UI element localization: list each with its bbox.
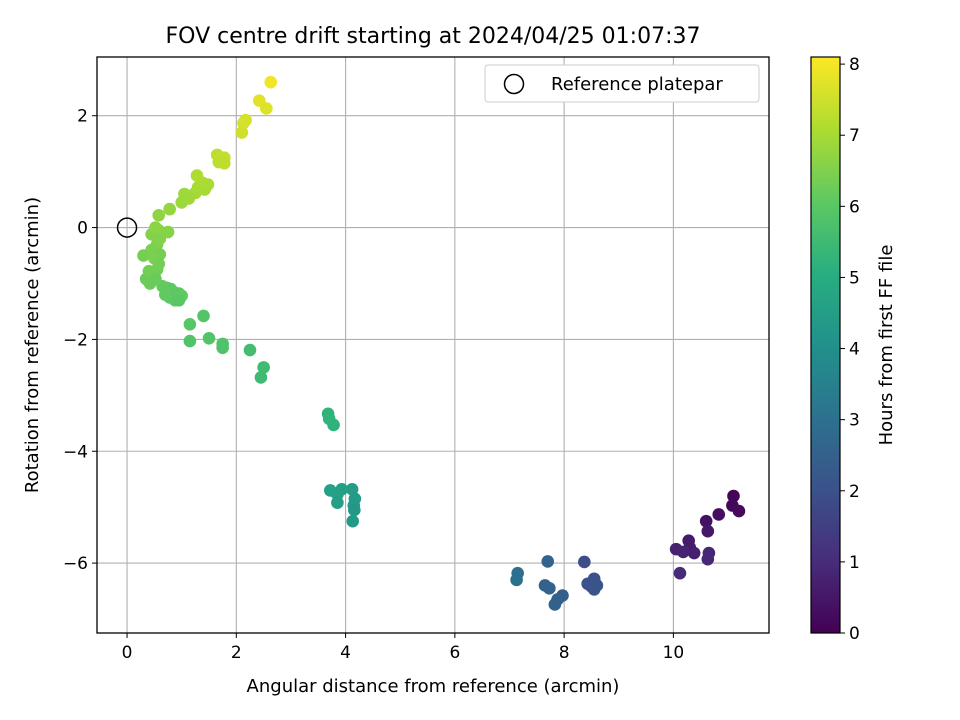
data-point	[149, 221, 162, 234]
x-tick-label: 4	[340, 643, 351, 663]
x-axis-label: Angular distance from reference (arcmin)	[247, 676, 620, 697]
x-tick-label: 0	[122, 643, 133, 663]
data-point	[201, 178, 215, 191]
grid	[97, 57, 769, 633]
data-point	[585, 580, 598, 593]
data-point	[243, 343, 257, 357]
data-point	[264, 75, 278, 89]
data-point	[260, 102, 273, 115]
data-point	[190, 169, 204, 182]
y-tick-label: 0	[77, 219, 88, 239]
x-tick-label: 10	[663, 643, 685, 663]
data-point	[183, 318, 197, 331]
data-point	[254, 371, 268, 384]
data-point	[197, 309, 210, 323]
data-point	[727, 489, 740, 503]
colorbar-tick-label: 0	[849, 624, 860, 644]
axis-ticks: 0 2 4 6 8 10 −6 −4 −2 0 2	[63, 107, 684, 663]
data-point	[701, 524, 715, 538]
data-points	[137, 75, 746, 611]
data-point	[149, 272, 162, 286]
x-tick-label: 6	[449, 643, 460, 663]
colorbar-tick-label: 4	[849, 340, 860, 360]
colorbar-gradient	[810, 56, 841, 634]
data-point	[510, 573, 523, 587]
data-point	[235, 126, 249, 139]
colorbar: 0 1 2 3 4 5 6 7 8 Hours from first FF file	[810, 55, 897, 644]
data-point	[732, 504, 746, 518]
y-tick-label: −6	[63, 554, 88, 574]
legend-box	[484, 64, 760, 103]
data-point	[323, 484, 337, 497]
data-point	[701, 552, 715, 566]
data-point	[348, 503, 361, 517]
colorbar-tick-label: 3	[849, 411, 860, 431]
plot-frame	[96, 56, 770, 634]
data-point	[676, 545, 690, 559]
x-tick-label: 2	[231, 643, 242, 663]
data-point	[578, 555, 591, 569]
legend: Reference platepar	[484, 64, 760, 103]
colorbar-ticks: 0 1 2 3 4 5 6 7 8	[840, 55, 860, 644]
legend-reference-marker	[503, 73, 525, 95]
data-point	[183, 334, 197, 348]
data-point	[163, 202, 176, 216]
data-point	[202, 331, 216, 345]
colorbar-tick-label: 8	[849, 55, 860, 75]
data-point	[687, 546, 701, 560]
colorbar-tick-label: 6	[849, 197, 860, 217]
data-point	[158, 288, 172, 301]
data-point	[699, 514, 713, 528]
colorbar-tick-label: 1	[849, 553, 860, 573]
reference-platepar-marker	[116, 217, 138, 238]
data-point	[153, 232, 167, 246]
colorbar-label: Hours from first FF file	[876, 245, 897, 446]
data-point	[257, 361, 270, 374]
data-point	[239, 113, 252, 127]
data-point	[346, 514, 359, 528]
data-point	[673, 566, 687, 580]
legend-label-reference: Reference platepar	[551, 74, 723, 95]
data-point	[541, 555, 555, 568]
data-point	[712, 508, 726, 521]
data-point	[216, 341, 229, 355]
x-tick-label: 8	[559, 643, 570, 663]
colorbar-tick-label: 2	[849, 482, 860, 502]
y-tick-label: 2	[77, 107, 88, 127]
y-axis-label: Rotation from reference (arcmin)	[22, 197, 43, 493]
data-point	[345, 482, 359, 496]
data-point	[327, 418, 340, 432]
data-point	[152, 257, 166, 271]
data-point	[331, 496, 344, 510]
chart-title: FOV centre drift starting at 2024/04/25 …	[166, 24, 701, 49]
data-point	[543, 581, 556, 595]
data-point	[548, 598, 562, 611]
data-point	[152, 208, 166, 222]
data-point	[217, 156, 231, 170]
y-tick-label: −4	[63, 442, 88, 462]
data-point	[172, 293, 186, 307]
colorbar-tick-label: 5	[849, 268, 860, 288]
colorbar-tick-label: 7	[849, 126, 860, 146]
y-tick-label: −2	[63, 330, 88, 350]
